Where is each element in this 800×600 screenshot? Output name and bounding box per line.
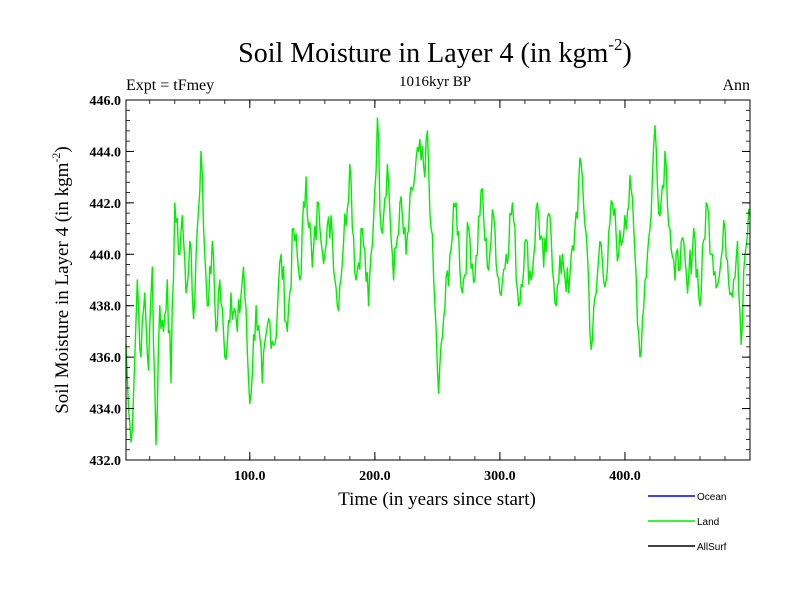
legend-label-land: Land [697,517,719,528]
legend: Ocean Land AllSurf [648,492,727,553]
season-label: Ann [722,77,750,94]
x-tick-label: 300.0 [484,469,516,484]
y-tick-label: 438.0 [90,300,122,315]
y-axis-label: Soil Moisture in Layer 4 (in kgm-2) [49,146,73,414]
legend-label-allsurf: AllSurf [697,542,727,553]
chart-subtitle: 1016kyr BP [399,74,471,90]
x-tick-label: 200.0 [359,469,391,484]
y-axis-label-superscript: -2 [49,153,63,163]
y-tick-label: 432.0 [90,454,122,469]
y-axis-label-suffix: ) [52,146,73,152]
y-tick-label: 442.0 [90,197,122,212]
x-axis-label: Time (in years since start) [338,489,536,510]
y-tick-label: 434.0 [90,403,122,418]
y-axis-label-main: Soil Moisture in Layer 4 (in kgm [52,162,73,413]
y-tick-label: 444.0 [90,145,122,160]
y-tick-label: 436.0 [90,351,122,366]
y-tick-label: 446.0 [90,94,122,109]
experiment-label: Expt = tFmey [126,77,214,94]
chart-title-suffix: ) [623,38,632,69]
series-line-land [125,117,751,446]
x-tick-label: 400.0 [609,469,641,484]
x-tick-label: 100.0 [234,469,266,484]
plot-frame [125,99,751,461]
series-layer [125,117,751,446]
ticks-layer: 432.0 434.0 436.0 438.0 440.0 442.0 444.0 446.0… [90,94,750,484]
chart-title: Soil Moisture in Layer 4 (in kgm-2) [238,35,632,69]
y-tick-label: 440.0 [90,248,122,263]
chart-title-superscript: -2 [608,35,622,54]
chart-title-main: Soil Moisture in Layer 4 (in kgm [238,38,608,69]
legend-label-ocean: Ocean [697,492,726,503]
